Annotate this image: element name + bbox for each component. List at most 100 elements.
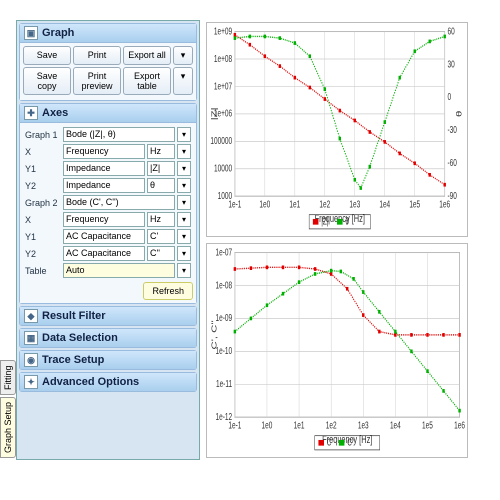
axes-label: Graph 2 bbox=[23, 194, 61, 211]
axes-mini-button[interactable]: ▾ bbox=[177, 144, 191, 159]
axes-select[interactable]: AC Capacitance bbox=[63, 229, 145, 244]
group-icon: ▦ bbox=[24, 331, 38, 345]
axes-label: Y2 bbox=[23, 177, 61, 194]
group-result filter-header[interactable]: ◆Result Filter bbox=[20, 307, 196, 325]
axes-mini-button[interactable]: ▾ bbox=[177, 229, 191, 244]
axes-label: Y1 bbox=[23, 160, 61, 177]
table-mode-select[interactable]: Auto bbox=[63, 263, 175, 278]
svg-text:1e6: 1e6 bbox=[454, 419, 465, 431]
save-button[interactable]: Save bbox=[23, 46, 71, 65]
axes-unit-select[interactable]: θ bbox=[147, 178, 175, 193]
chart-2[interactable]: 1e-11e01e11e21e31e41e51e61e-121e-111e-10… bbox=[206, 243, 468, 458]
group-graph-header[interactable]: ▣ Graph bbox=[20, 24, 196, 43]
svg-text:-30: -30 bbox=[448, 124, 458, 136]
group-title: Advanced Options bbox=[42, 376, 139, 388]
print-button[interactable]: Print bbox=[73, 46, 121, 65]
group-data selection-header[interactable]: ▦ Data Selection bbox=[20, 329, 196, 347]
svg-text:1e2: 1e2 bbox=[319, 198, 330, 210]
axes-unit-select[interactable]: Hz bbox=[147, 212, 175, 227]
export-table-more-button[interactable]: ▾ bbox=[173, 67, 193, 95]
svg-text:1e-11: 1e-11 bbox=[216, 378, 232, 390]
svg-text:1e0: 1e0 bbox=[262, 419, 273, 431]
axes-label: Graph 1 bbox=[23, 126, 61, 143]
chart-1[interactable]: 1e-11e01e11e21e31e41e51e6100010000100000… bbox=[206, 22, 468, 237]
axes-label: X bbox=[23, 211, 61, 228]
svg-text:1000: 1000 bbox=[218, 190, 233, 202]
axes-select[interactable]: Bode (|Z|, θ) bbox=[63, 127, 175, 142]
group-icon: ✦ bbox=[24, 375, 38, 389]
axes-mini-button[interactable]: ▾ bbox=[177, 263, 191, 278]
svg-text:|Z|: |Z| bbox=[210, 107, 219, 120]
svg-text:1e3: 1e3 bbox=[358, 419, 369, 431]
svg-text:1e2: 1e2 bbox=[326, 419, 337, 431]
chart-icon: ▣ bbox=[24, 26, 38, 40]
svg-text:1e-12: 1e-12 bbox=[215, 411, 232, 423]
svg-text:60: 60 bbox=[448, 25, 455, 37]
svg-text:C': C' bbox=[327, 436, 333, 448]
axes-select[interactable]: Impedance bbox=[63, 161, 145, 176]
axes-select[interactable]: Frequency bbox=[63, 144, 145, 159]
svg-text:|Z|: |Z| bbox=[321, 215, 328, 227]
axes-select[interactable]: Bode (C', C'') bbox=[63, 195, 175, 210]
charts-area: 1e-11e01e11e21e31e41e51e6100010000100000… bbox=[200, 20, 470, 460]
axes-select[interactable]: Frequency bbox=[63, 212, 145, 227]
svg-text:1e0: 1e0 bbox=[259, 198, 270, 210]
axes-label: Y2 bbox=[23, 245, 61, 262]
svg-text:1e+07: 1e+07 bbox=[214, 80, 232, 92]
app-root: Graph Setup Fitting ▣ Graph Save Print E… bbox=[0, 0, 500, 500]
group-title: Data Selection bbox=[42, 332, 118, 344]
svg-text:1e-08: 1e-08 bbox=[215, 279, 232, 291]
axes-mini-button[interactable]: ▾ bbox=[177, 246, 191, 261]
svg-text:1e1: 1e1 bbox=[294, 419, 305, 431]
axes-mini-button[interactable]: ▾ bbox=[177, 212, 191, 227]
axes-unit-select[interactable]: Hz bbox=[147, 144, 175, 159]
axes-select[interactable]: Impedance bbox=[63, 178, 145, 193]
axes-mini-button[interactable]: ▾ bbox=[177, 178, 191, 193]
group-title: Result Filter bbox=[42, 310, 106, 322]
group-axes: ✚ Axes Graph 1Bode (|Z|, θ)▾XFrequencyHz… bbox=[19, 103, 197, 304]
export-table-button[interactable]: Export table bbox=[123, 67, 171, 95]
svg-text:1e+09: 1e+09 bbox=[214, 25, 232, 37]
axes-mini-button[interactable]: ▾ bbox=[177, 161, 191, 176]
side-tabs: Graph Setup Fitting bbox=[0, 20, 16, 460]
axes-mini-button[interactable]: ▾ bbox=[177, 195, 191, 210]
svg-text:30: 30 bbox=[448, 58, 455, 70]
axes-unit-select[interactable]: C'' bbox=[147, 246, 175, 261]
refresh-button[interactable]: Refresh bbox=[143, 282, 193, 300]
print-preview-button[interactable]: Print preview bbox=[73, 67, 121, 95]
side-tab-fitting[interactable]: Fitting bbox=[0, 360, 16, 395]
svg-text:C', C'': C', C'' bbox=[210, 320, 219, 349]
export-all-button[interactable]: Export all bbox=[123, 46, 171, 65]
group-graph-title: Graph bbox=[42, 27, 74, 39]
svg-text:-90: -90 bbox=[448, 190, 458, 202]
axes-unit-select[interactable]: C' bbox=[147, 229, 175, 244]
axes-mini-button[interactable]: ▾ bbox=[177, 127, 191, 142]
export-all-more-button[interactable]: ▾ bbox=[173, 46, 193, 65]
save-copy-button[interactable]: Save copy bbox=[23, 67, 71, 95]
axes-unit-select[interactable]: |Z| bbox=[147, 161, 175, 176]
group-axes-header[interactable]: ✚ Axes bbox=[20, 104, 196, 123]
svg-text:10000: 10000 bbox=[214, 162, 232, 174]
group-icon: ◉ bbox=[24, 353, 38, 367]
side-tab-graph-setup[interactable]: Graph Setup bbox=[0, 397, 16, 458]
svg-text:θ: θ bbox=[345, 215, 349, 227]
group-trace setup-header[interactable]: ◉Trace Setup bbox=[20, 351, 196, 369]
group-advanced options-header[interactable]: ✦ Advanced Options bbox=[20, 373, 196, 391]
group-graph: ▣ Graph Save Print Export all ▾ Save cop… bbox=[19, 23, 197, 101]
svg-text:1e1: 1e1 bbox=[289, 198, 300, 210]
axes-table: Graph 1Bode (|Z|, θ)▾XFrequencyHz▾Y1Impe… bbox=[23, 126, 193, 279]
svg-text:θ: θ bbox=[455, 111, 464, 117]
svg-text:1e5: 1e5 bbox=[422, 419, 433, 431]
axes-label: Y1 bbox=[23, 228, 61, 245]
svg-text:100000: 100000 bbox=[210, 135, 232, 147]
axes-label: X bbox=[23, 143, 61, 160]
axes-icon: ✚ bbox=[24, 106, 38, 120]
svg-text:C'': C'' bbox=[347, 436, 354, 448]
axes-label: Table bbox=[23, 262, 61, 279]
svg-text:0: 0 bbox=[448, 91, 452, 103]
axes-select[interactable]: AC Capacitance bbox=[63, 246, 145, 261]
svg-text:1e4: 1e4 bbox=[379, 198, 390, 210]
svg-text:1e3: 1e3 bbox=[349, 198, 360, 210]
svg-text:1e+08: 1e+08 bbox=[214, 52, 232, 64]
svg-text:1e-07: 1e-07 bbox=[215, 246, 232, 258]
